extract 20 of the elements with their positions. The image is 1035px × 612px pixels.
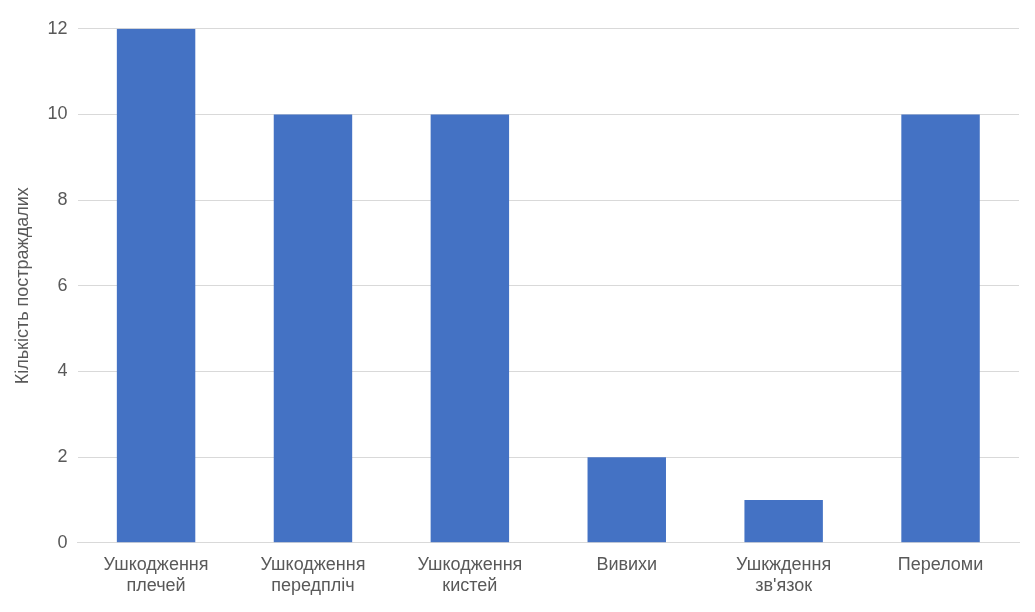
y-tick-label: 4	[57, 360, 68, 381]
y-tick-label: 10	[47, 103, 68, 124]
y-tick-label: 2	[57, 446, 68, 467]
x-tick-label: Ушкждення зв'язок	[736, 553, 832, 596]
y-tick-label: 8	[57, 189, 68, 210]
y-tick-label: 0	[57, 531, 68, 552]
y-axis-title: Кількість постраждалих	[11, 187, 32, 385]
x-tick-label: Переломи	[897, 553, 984, 574]
bar	[273, 114, 353, 543]
bar	[587, 457, 666, 543]
x-tick-label: Ушкодження кистей	[417, 553, 523, 596]
bar	[901, 114, 980, 543]
x-tick-label: Ушкодження плечей	[103, 553, 209, 596]
bar	[430, 114, 510, 543]
y-tick-label: 12	[47, 17, 68, 38]
y-tick-label: 6	[57, 274, 68, 295]
x-tick-label: Ушкодження передпліч	[260, 553, 366, 596]
bar	[744, 499, 823, 543]
x-tick-label: Вивихи	[596, 553, 658, 574]
bar	[116, 28, 196, 543]
